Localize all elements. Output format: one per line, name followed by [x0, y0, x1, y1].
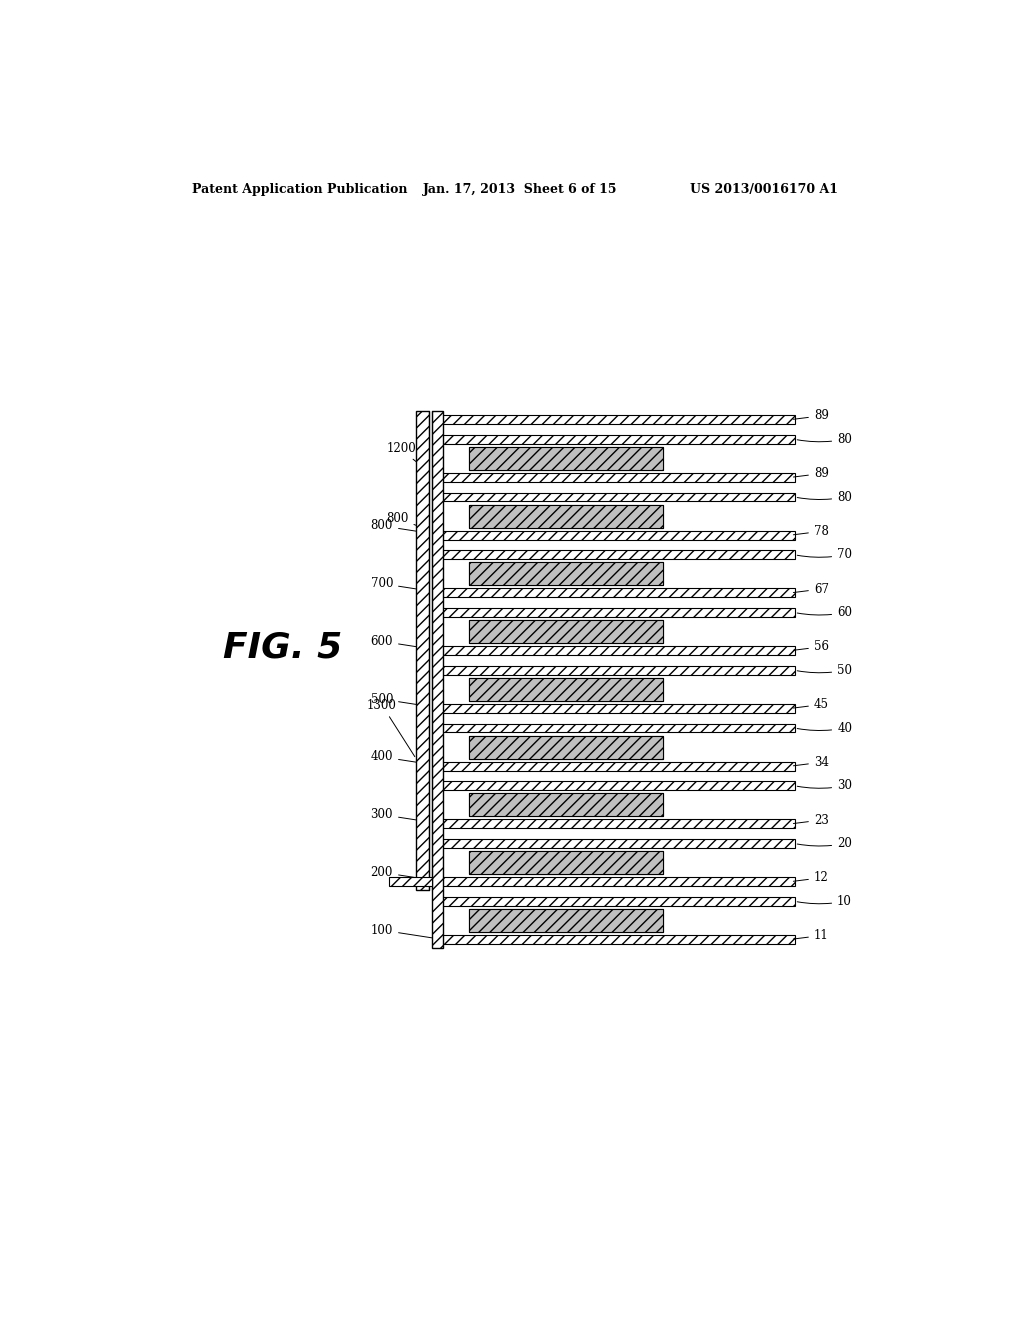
- Text: 400: 400: [371, 750, 439, 766]
- Bar: [442, 878, 795, 886]
- Text: 40: 40: [798, 722, 852, 734]
- Bar: [442, 647, 795, 655]
- Bar: [469, 908, 663, 932]
- Bar: [442, 723, 795, 733]
- Text: 78: 78: [794, 525, 828, 537]
- Bar: [469, 446, 663, 470]
- Bar: [469, 562, 663, 585]
- Bar: [442, 935, 795, 944]
- Bar: [442, 781, 795, 791]
- Text: 80: 80: [798, 433, 852, 446]
- Text: 200: 200: [371, 866, 439, 882]
- Text: 600: 600: [371, 635, 439, 651]
- Bar: [442, 665, 795, 675]
- Bar: [417, 412, 429, 890]
- Text: 800: 800: [386, 512, 439, 535]
- Text: 20: 20: [798, 837, 852, 850]
- Bar: [442, 762, 795, 771]
- Text: US 2013/0016170 A1: US 2013/0016170 A1: [690, 183, 838, 197]
- Bar: [442, 531, 795, 540]
- Bar: [432, 412, 443, 948]
- Text: 34: 34: [794, 756, 828, 768]
- Text: 100: 100: [371, 924, 439, 939]
- Text: 89: 89: [794, 409, 828, 422]
- Bar: [469, 851, 663, 874]
- Text: 89: 89: [794, 467, 828, 480]
- Text: 10: 10: [798, 895, 852, 908]
- Bar: [442, 434, 795, 444]
- Bar: [389, 878, 432, 886]
- Text: 700: 700: [371, 577, 439, 593]
- Bar: [442, 589, 795, 598]
- Bar: [469, 735, 663, 759]
- Bar: [442, 492, 795, 502]
- Bar: [442, 416, 795, 424]
- Bar: [442, 704, 795, 713]
- Bar: [469, 735, 663, 759]
- Bar: [469, 504, 663, 528]
- Text: 500: 500: [371, 693, 439, 708]
- Bar: [469, 677, 663, 701]
- Text: 1300: 1300: [367, 698, 415, 756]
- Text: 300: 300: [371, 808, 439, 824]
- Bar: [469, 851, 663, 874]
- Bar: [429, 412, 432, 890]
- Text: 11: 11: [794, 929, 828, 942]
- Text: 60: 60: [798, 606, 852, 619]
- Bar: [442, 609, 795, 616]
- Bar: [442, 473, 795, 482]
- Text: 80: 80: [798, 491, 852, 503]
- Bar: [469, 446, 663, 470]
- Bar: [469, 620, 663, 643]
- Text: 50: 50: [798, 664, 852, 677]
- Bar: [469, 504, 663, 528]
- Text: 67: 67: [794, 582, 828, 595]
- Text: 56: 56: [794, 640, 828, 653]
- Text: 70: 70: [798, 548, 852, 561]
- Bar: [442, 840, 795, 847]
- Bar: [442, 550, 795, 560]
- Bar: [469, 620, 663, 643]
- Bar: [442, 896, 795, 906]
- Bar: [469, 908, 663, 932]
- Bar: [469, 562, 663, 585]
- Bar: [442, 820, 795, 829]
- Text: Jan. 17, 2013  Sheet 6 of 15: Jan. 17, 2013 Sheet 6 of 15: [423, 183, 617, 197]
- Bar: [469, 793, 663, 816]
- Text: 800: 800: [371, 519, 439, 535]
- Bar: [469, 677, 663, 701]
- Text: 45: 45: [794, 698, 828, 711]
- Text: 23: 23: [794, 813, 828, 826]
- Text: Patent Application Publication: Patent Application Publication: [191, 183, 408, 197]
- Bar: [469, 793, 663, 816]
- Text: FIG. 5: FIG. 5: [223, 631, 343, 664]
- Text: 1200: 1200: [386, 442, 439, 477]
- Text: 30: 30: [798, 779, 852, 792]
- Text: 12: 12: [794, 871, 828, 884]
